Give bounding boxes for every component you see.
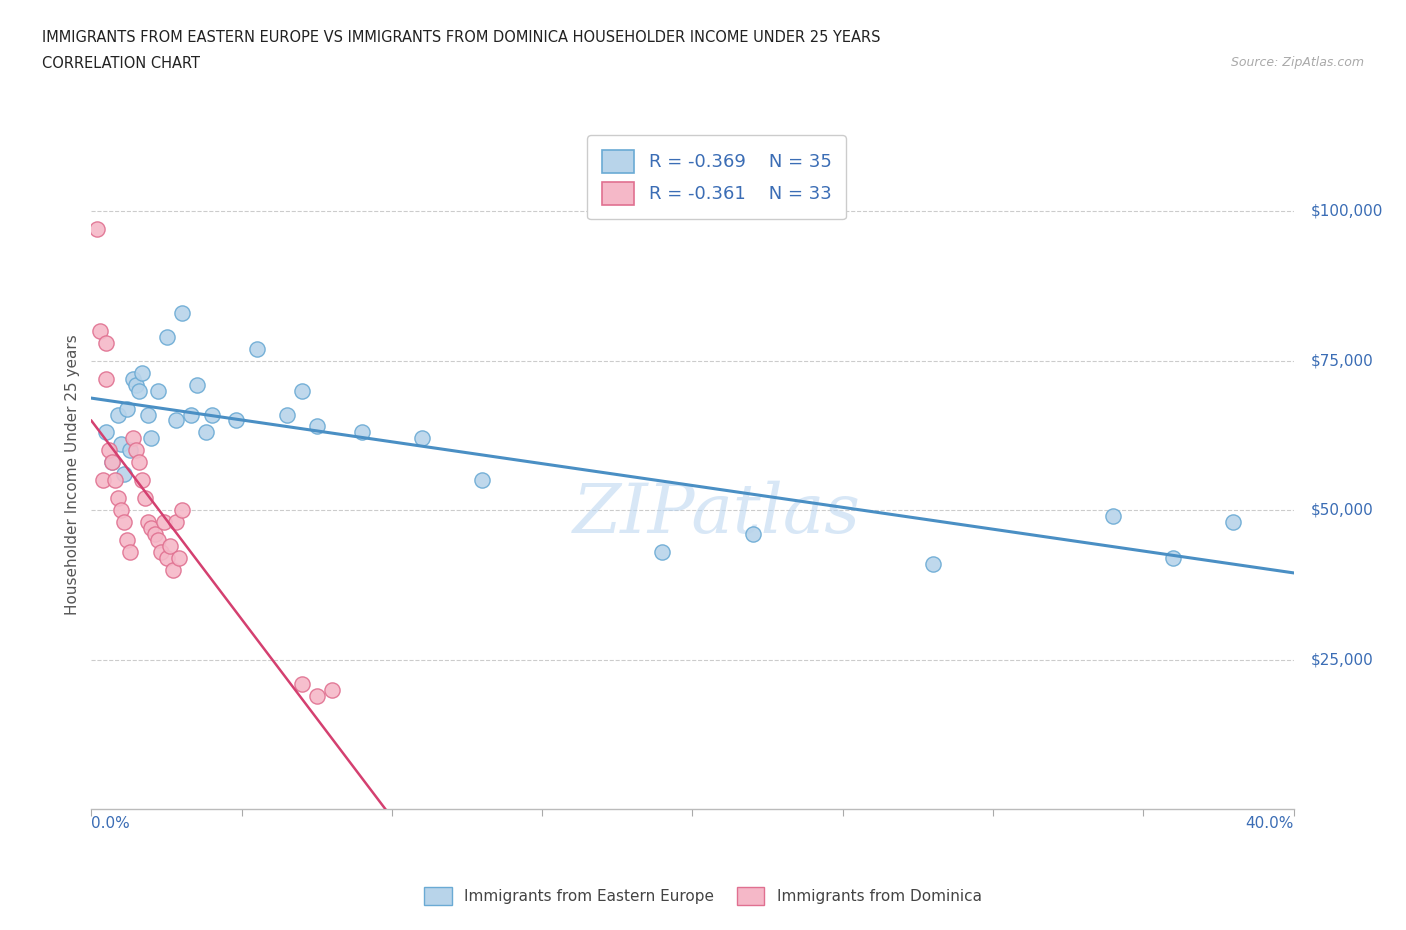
Point (125, 378, 148, 392)
Point (1102, 509, 1125, 524)
Point (170, 305, 193, 320)
Point (922, 556, 945, 571)
Point (96, 371, 118, 386)
Point (291, 676, 314, 691)
Point (246, 341, 269, 356)
Legend: Immigrants from Eastern Europe, Immigrants from Dominica: Immigrants from Eastern Europe, Immigran… (418, 882, 988, 911)
Point (138, 407, 160, 422)
Point (155, 329, 177, 344)
Point (96, 425, 118, 440)
Point (101, 455, 124, 470)
Point (120, 443, 142, 458)
Text: Source: ZipAtlas.com: Source: ZipAtlas.com (1230, 56, 1364, 69)
Point (276, 407, 298, 422)
Text: ZIPatlas: ZIPatlas (572, 481, 860, 548)
Point (86, 221, 108, 236)
Point (120, 545, 142, 560)
Point (291, 383, 314, 398)
Point (117, 533, 139, 548)
Point (180, 407, 202, 422)
Point (1161, 551, 1184, 565)
Point (471, 472, 494, 487)
Point (146, 533, 169, 548)
Point (149, 545, 172, 560)
Point (170, 503, 193, 518)
Point (305, 688, 328, 703)
Point (122, 371, 145, 386)
Point (162, 563, 184, 578)
Point (110, 503, 132, 518)
Point (141, 431, 163, 445)
Text: CORRELATION CHART: CORRELATION CHART (42, 56, 200, 71)
Point (89, 324, 111, 339)
Point (117, 401, 139, 416)
Legend: R = -0.369    N = 35, R = -0.361    N = 33: R = -0.369 N = 35, R = -0.361 N = 33 (588, 135, 846, 219)
Point (128, 455, 150, 470)
Text: IMMIGRANTS FROM EASTERN EUROPE VS IMMIGRANTS FROM DOMINICA HOUSEHOLDER INCOME UN: IMMIGRANTS FROM EASTERN EUROPE VS IMMIGR… (42, 30, 880, 45)
Point (167, 551, 190, 565)
Point (155, 551, 177, 565)
Point (1222, 514, 1244, 529)
Point (165, 413, 187, 428)
Point (411, 431, 433, 445)
Point (305, 419, 328, 434)
Point (131, 365, 153, 380)
Point (321, 682, 343, 697)
Point (125, 443, 148, 458)
Point (143, 526, 166, 541)
Point (107, 491, 129, 506)
Text: $25,000: $25,000 (1310, 652, 1374, 667)
Point (128, 383, 150, 398)
Point (98, 443, 121, 458)
Text: $50,000: $50,000 (1310, 503, 1374, 518)
Point (131, 472, 153, 487)
Point (194, 425, 217, 440)
Point (104, 472, 127, 487)
Point (114, 467, 136, 482)
Point (651, 545, 673, 560)
Point (93, 472, 115, 487)
Point (201, 407, 224, 422)
Point (101, 455, 124, 470)
Point (146, 383, 169, 398)
Text: 0.0%: 0.0% (91, 816, 131, 830)
Point (96, 336, 118, 351)
Point (141, 521, 163, 536)
Point (159, 538, 181, 553)
Point (110, 437, 132, 452)
Point (741, 526, 763, 541)
Point (134, 491, 156, 506)
Point (165, 514, 187, 529)
Text: 40.0%: 40.0% (1246, 816, 1294, 830)
Point (186, 378, 208, 392)
Y-axis label: Householder Income Under 25 years: Householder Income Under 25 years (65, 334, 80, 615)
Point (152, 514, 174, 529)
Text: $100,000: $100,000 (1310, 204, 1382, 219)
Text: $75,000: $75,000 (1310, 353, 1374, 368)
Point (107, 407, 129, 422)
Point (122, 431, 145, 445)
Point (114, 514, 136, 529)
Point (350, 425, 373, 440)
Point (138, 514, 160, 529)
Point (225, 413, 247, 428)
